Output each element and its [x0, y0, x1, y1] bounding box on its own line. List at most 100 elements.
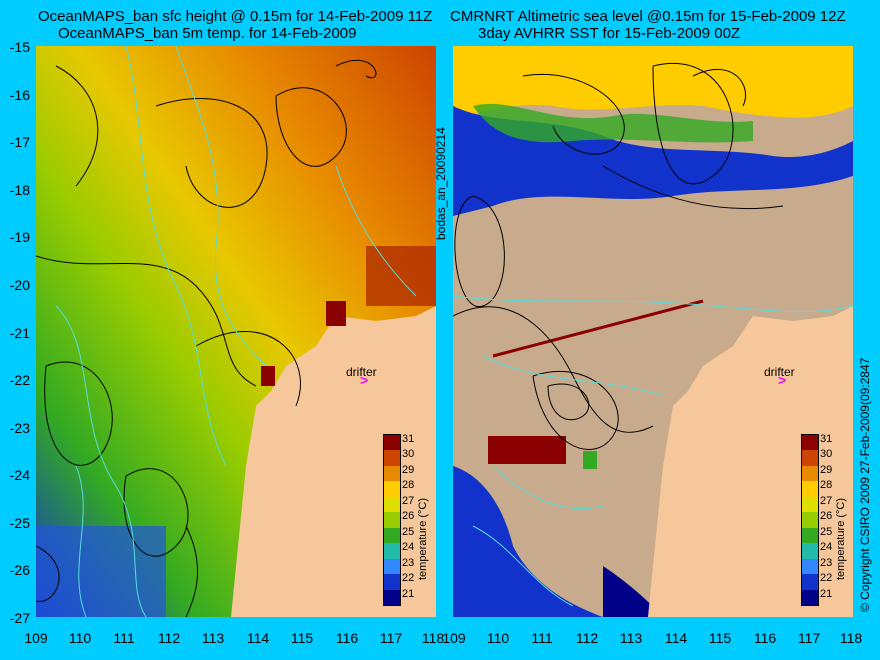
- colorbar-tick-label: 29: [402, 463, 415, 476]
- left-map-panel: [36, 46, 436, 617]
- colorbar-tick-label: 23: [820, 556, 833, 569]
- colorbar-swatch: [384, 543, 400, 560]
- drifter-label-left: drifter: [346, 365, 377, 379]
- colorbar-tick-label: 24: [820, 541, 833, 554]
- colorbar-swatch: [802, 558, 818, 575]
- x-tick-label: 118: [839, 630, 863, 646]
- warm-coastal-pixels: [261, 301, 346, 386]
- colorbar-swatch: [384, 512, 400, 529]
- colorbar-swatch: [802, 543, 818, 560]
- y-tick-label: -25: [9, 515, 30, 531]
- right-title-line1: CMRNRT Altimetric sea level @0.15m for 1…: [450, 8, 846, 25]
- colorbar-swatch: [802, 512, 818, 529]
- y-tick-label: -17: [9, 134, 30, 150]
- colorbar-swatch: [802, 435, 818, 451]
- sst-artifact-streak: [492, 299, 704, 358]
- x-tick-label: 115: [290, 630, 314, 646]
- x-tick-label: 117: [797, 630, 821, 646]
- sea-level-contours: [453, 63, 784, 450]
- right-map-panel: [453, 46, 853, 617]
- colorbar-swatch: [802, 527, 818, 544]
- right-map-canvas: [453, 46, 853, 617]
- colorbar-tick-label: 24: [402, 541, 415, 554]
- warm-water-patch: [366, 246, 436, 306]
- x-tick-label: 111: [113, 630, 135, 646]
- colorbar-swatch: [384, 527, 400, 544]
- x-tick-label: 110: [486, 630, 510, 646]
- x-tick-label: 112: [157, 630, 181, 646]
- sst-south-cool: [453, 466, 603, 617]
- colorbar-tick-label: 30: [402, 448, 415, 461]
- colorbar-tick-label: 21: [402, 587, 415, 600]
- y-tick-label: -27: [9, 610, 30, 626]
- colorbar-left: [383, 434, 401, 606]
- x-tick-label: 109: [442, 630, 466, 646]
- x-tick-label: 114: [246, 630, 270, 646]
- drifter-label-right: drifter: [764, 365, 795, 379]
- y-tick-label: -16: [9, 87, 30, 103]
- y-tick-label: -24: [9, 467, 30, 483]
- colorbar-tick-label: 29: [820, 463, 833, 476]
- colorbar-tick-label: 26: [402, 510, 415, 523]
- x-tick-label: 113: [201, 630, 225, 646]
- left-title-line2: OceanMAPS_ban 5m temp. for 14-Feb-2009: [58, 25, 357, 42]
- left-title-line1: OceanMAPS_ban sfc height @ 0.15m for 14-…: [38, 8, 433, 25]
- colorbar-tick-label: 23: [402, 556, 415, 569]
- colorbar-tick-label: 28: [402, 479, 415, 492]
- y-tick-label: -23: [9, 420, 30, 436]
- colorbar-swatch: [384, 465, 400, 482]
- x-tick-label: 109: [24, 630, 48, 646]
- colorbar-swatch: [384, 435, 400, 451]
- colorbar-tick-label: 26: [820, 510, 833, 523]
- colorbar-swatch: [802, 465, 818, 482]
- y-tick-label: -15: [9, 39, 30, 55]
- x-tick-label: 116: [753, 630, 777, 646]
- colorbar-right: [801, 434, 819, 606]
- colorbar-tick-label: 30: [820, 448, 833, 461]
- drifter-arrow-icon: >: [778, 372, 787, 388]
- bathymetry-lines: [55, 46, 417, 617]
- colorbar-tick-label: 22: [402, 572, 415, 585]
- colorbar-left-title: temperature (°C): [417, 497, 429, 580]
- colorbar-swatch: [384, 450, 400, 467]
- colorbar-tick-label: 31: [820, 433, 833, 445]
- x-tick-label: 113: [619, 630, 643, 646]
- x-tick-label: 110: [68, 630, 92, 646]
- colorbar-swatch: [384, 589, 400, 606]
- colorbar-swatch: [384, 574, 400, 591]
- colorbar-swatch: [802, 450, 818, 467]
- colorbar-swatch: [802, 496, 818, 513]
- x-tick-label: 111: [531, 630, 553, 646]
- x-tick-label: 117: [379, 630, 403, 646]
- colorbar-swatch: [802, 574, 818, 591]
- y-tick-label: -19: [9, 229, 30, 245]
- sst-warm-patch: [488, 436, 566, 464]
- colorbar-tick-label: 31: [402, 433, 415, 445]
- left-map-canvas: [36, 46, 436, 617]
- colorbar-tick-label: 28: [820, 479, 833, 492]
- x-tick-label: 118: [421, 630, 445, 646]
- x-tick-label: 115: [708, 630, 732, 646]
- y-tick-label: -21: [9, 325, 30, 341]
- y-tick-label: -18: [9, 182, 30, 198]
- sst-green-patch: [583, 451, 597, 469]
- bathymetry-lines: [453, 295, 853, 607]
- colorbar-tick-label: 25: [820, 525, 833, 538]
- colorbar-right-title: temperature (°C): [835, 497, 847, 580]
- y-tick-label: -22: [9, 372, 30, 388]
- drifter-arrow-icon: >: [360, 372, 369, 388]
- x-tick-label: 114: [664, 630, 688, 646]
- colorbar-tick-label: 25: [402, 525, 415, 538]
- x-tick-label: 112: [575, 630, 599, 646]
- y-tick-label: -26: [9, 562, 30, 578]
- colorbar-tick-label: 21: [820, 587, 833, 600]
- cool-water-patch: [36, 526, 166, 617]
- colorbar-tick-label: 27: [820, 494, 833, 507]
- y-tick-label: -20: [9, 277, 30, 293]
- colorbar-swatch: [384, 481, 400, 498]
- colorbar-swatch: [802, 481, 818, 498]
- right-title-line2: 3day AVHRR SST for 15-Feb-2009 00Z: [478, 25, 741, 42]
- x-tick-label: 116: [335, 630, 359, 646]
- colorbar-tick-label: 22: [820, 572, 833, 585]
- colorbar-swatch: [802, 589, 818, 606]
